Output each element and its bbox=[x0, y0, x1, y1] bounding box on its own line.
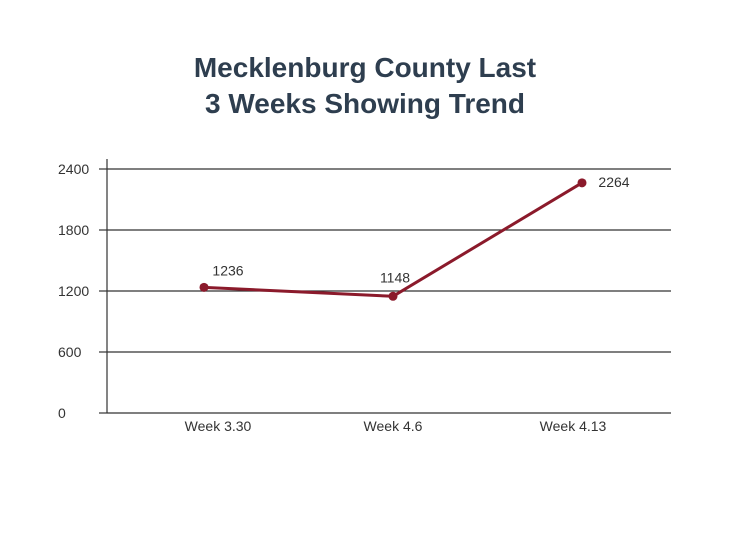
gridlines bbox=[107, 168, 671, 353]
data-point bbox=[388, 291, 398, 301]
y-tick-label: 2400 bbox=[58, 161, 89, 177]
y-tick-label: 0 bbox=[58, 405, 66, 421]
x-axis-ticks: Week 3.30 Week 4.6 Week 4.13 bbox=[185, 418, 607, 434]
data-label: 1236 bbox=[212, 262, 243, 278]
y-tick-label: 1800 bbox=[58, 222, 89, 238]
y-tick-label: 1200 bbox=[58, 283, 89, 299]
x-tick-label: Week 4.6 bbox=[364, 418, 423, 434]
x-tick-label: Week 4.13 bbox=[540, 418, 607, 434]
chart-title-line-2: 3 Weeks Showing Trend bbox=[204, 88, 525, 119]
data-label: 1148 bbox=[380, 269, 410, 285]
data-point bbox=[577, 178, 587, 188]
data-label: 2264 bbox=[598, 174, 629, 190]
x-tick-label: Week 3.30 bbox=[185, 418, 252, 434]
y-tick-label: 600 bbox=[58, 344, 82, 360]
axes bbox=[106, 159, 671, 414]
chart-title-line-1: Mecklenburg County Last bbox=[193, 52, 537, 83]
series: 1236 1148 2264 bbox=[199, 174, 630, 301]
y-axis-ticks: 0 600 1200 1800 2400 bbox=[58, 161, 107, 421]
data-point bbox=[199, 282, 209, 292]
chart-title: Mecklenburg County Last 3 Weeks Showing … bbox=[0, 50, 730, 122]
